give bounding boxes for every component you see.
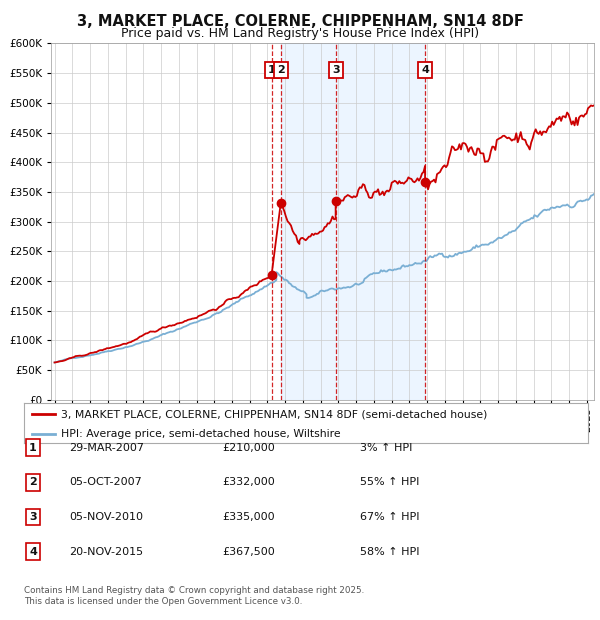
Text: 1: 1: [29, 443, 37, 453]
Bar: [281, 43, 425, 400]
Text: 3: 3: [332, 65, 340, 75]
Text: £335,000: £335,000: [222, 512, 275, 522]
Text: £210,000: £210,000: [222, 443, 275, 453]
Text: £367,500: £367,500: [222, 547, 275, 557]
Text: 20-NOV-2015: 20-NOV-2015: [69, 547, 143, 557]
Text: 58% ↑ HPI: 58% ↑ HPI: [360, 547, 419, 557]
Text: 3, MARKET PLACE, COLERNE, CHIPPENHAM, SN14 8DF: 3, MARKET PLACE, COLERNE, CHIPPENHAM, SN…: [77, 14, 523, 29]
Text: 1: 1: [268, 65, 275, 75]
Text: 4: 4: [421, 65, 429, 75]
Text: Contains HM Land Registry data © Crown copyright and database right 2025.
This d: Contains HM Land Registry data © Crown c…: [24, 585, 364, 606]
Text: Price paid vs. HM Land Registry's House Price Index (HPI): Price paid vs. HM Land Registry's House …: [121, 27, 479, 40]
Text: 3, MARKET PLACE, COLERNE, CHIPPENHAM, SN14 8DF (semi-detached house): 3, MARKET PLACE, COLERNE, CHIPPENHAM, SN…: [61, 409, 487, 419]
Text: 29-MAR-2007: 29-MAR-2007: [69, 443, 144, 453]
Text: 55% ↑ HPI: 55% ↑ HPI: [360, 477, 419, 487]
Text: 3: 3: [29, 512, 37, 522]
Text: 05-OCT-2007: 05-OCT-2007: [69, 477, 142, 487]
Text: 2: 2: [277, 65, 284, 75]
Text: 3% ↑ HPI: 3% ↑ HPI: [360, 443, 412, 453]
Text: HPI: Average price, semi-detached house, Wiltshire: HPI: Average price, semi-detached house,…: [61, 430, 340, 440]
Text: 05-NOV-2010: 05-NOV-2010: [69, 512, 143, 522]
Text: 67% ↑ HPI: 67% ↑ HPI: [360, 512, 419, 522]
Text: 2: 2: [29, 477, 37, 487]
Text: £332,000: £332,000: [222, 477, 275, 487]
Text: 4: 4: [29, 547, 37, 557]
